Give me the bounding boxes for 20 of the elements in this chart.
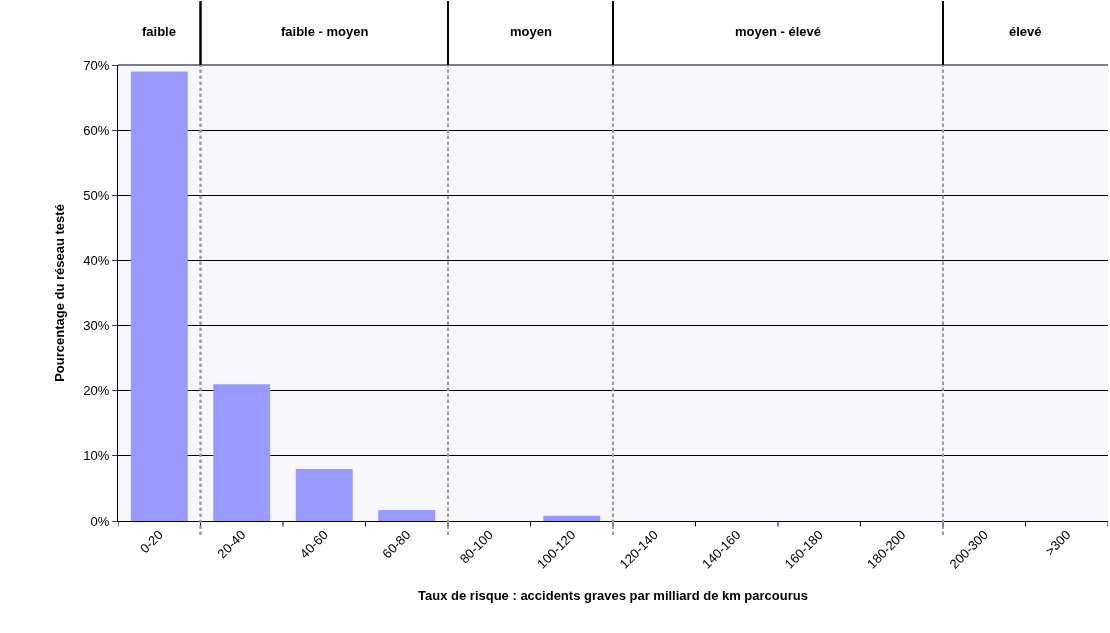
bar xyxy=(213,384,271,521)
y-tick-label: 0% xyxy=(90,513,110,529)
band-label: moyen - élevé xyxy=(735,24,821,39)
bar xyxy=(543,515,601,521)
y-axis-title: Pourcentage du réseau testé xyxy=(52,204,68,382)
band-label: élevé xyxy=(1009,24,1042,39)
y-tick-label: 70% xyxy=(83,57,110,73)
bar xyxy=(295,468,353,521)
band-label: faible - moyen xyxy=(281,24,369,39)
bar xyxy=(378,509,436,521)
x-tick-label: 0-20 xyxy=(136,527,166,557)
x-axis-title: Taux de risque : accidents graves par milliard de km parcourus xyxy=(418,588,808,604)
y-tick-label: 60% xyxy=(83,122,110,138)
y-tick-label: 30% xyxy=(83,318,110,334)
y-tick-label: 10% xyxy=(83,448,110,464)
band-label: moyen xyxy=(510,24,552,39)
y-tick-label: 20% xyxy=(83,383,110,399)
band-label: faible xyxy=(142,24,176,39)
y-tick-label: 50% xyxy=(83,187,110,203)
y-tick-label: 40% xyxy=(83,252,110,268)
